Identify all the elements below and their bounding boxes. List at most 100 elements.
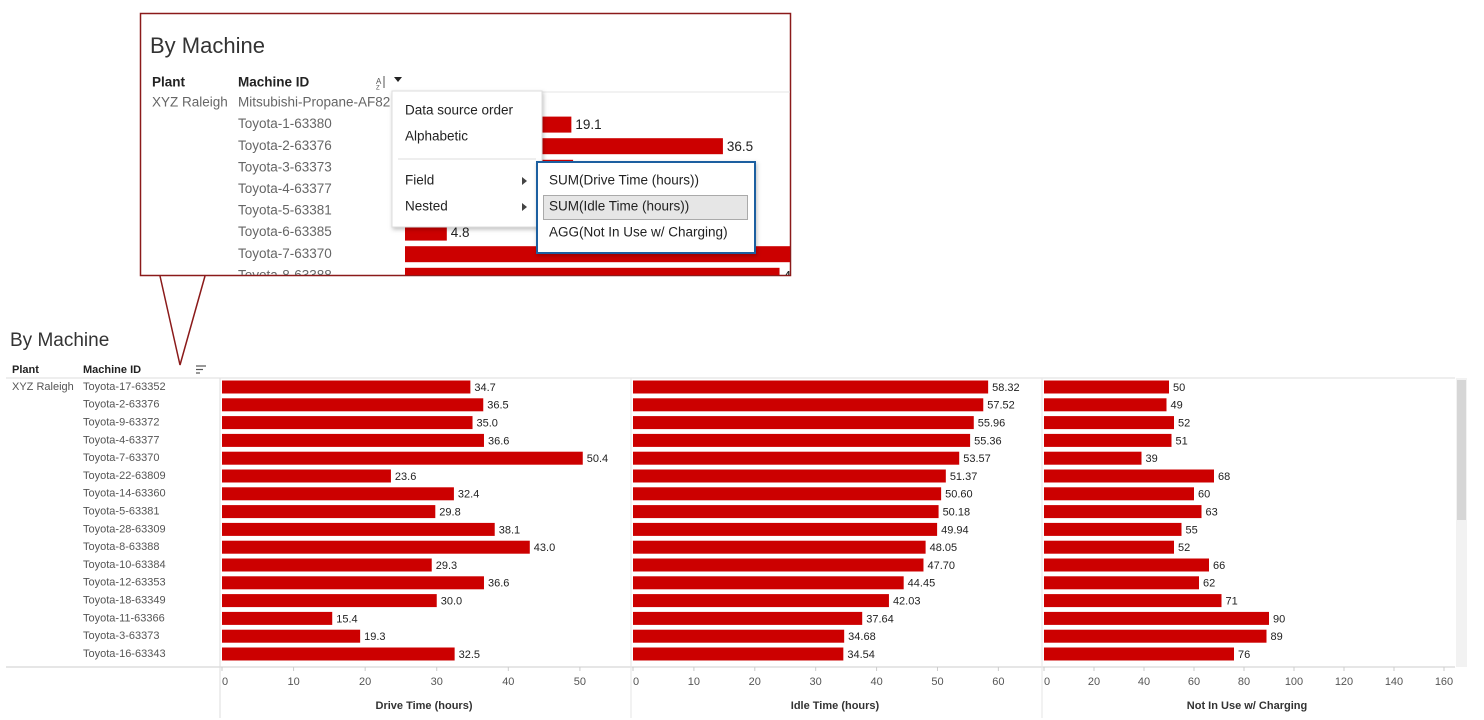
value-label: 49.94 [941, 524, 969, 536]
bar [633, 487, 942, 501]
bar [633, 611, 863, 625]
bar [1044, 522, 1182, 536]
bar [222, 380, 471, 394]
machine-label: Toyota-2-63376 [83, 399, 159, 411]
machine-label: Toyota-5-63381 [83, 506, 159, 518]
bar [633, 558, 924, 572]
bar [1044, 487, 1194, 501]
bar [1044, 576, 1199, 590]
machine-label: Toyota-7-63370 [83, 452, 159, 464]
bar [1044, 611, 1269, 625]
bar [633, 398, 984, 412]
bar [633, 629, 845, 643]
bar [222, 522, 495, 536]
value-label: 90 [1273, 613, 1285, 625]
value-label: 36.6 [488, 435, 509, 447]
submenu-item[interactable]: SUM(Idle Time (hours)) [549, 199, 689, 214]
value-label: 50.4 [848, 247, 875, 262]
bar [222, 469, 391, 483]
machine-label: Toyota-8-63388 [238, 267, 332, 282]
machine-label: Toyota-3-63373 [238, 159, 332, 174]
x-tick-label: 0 [222, 676, 228, 688]
bar [633, 505, 939, 519]
submenu-item[interactable]: SUM(Drive Time (hours)) [549, 173, 699, 188]
bar [1044, 505, 1202, 519]
x-tick-label: 160 [1435, 676, 1453, 688]
value-label: 19.3 [364, 631, 385, 643]
bar [633, 416, 974, 430]
bar [633, 433, 971, 447]
value-label: 34.7 [474, 382, 495, 394]
value-label: 50 [1173, 382, 1185, 394]
value-label: 52 [1178, 542, 1190, 554]
value-label: 19.1 [575, 117, 601, 132]
menu-item[interactable]: Nested [405, 199, 448, 214]
x-tick-label: 40 [502, 676, 514, 688]
view: By Machine Plant Machine ID XYZ Raleigh … [6, 330, 1467, 718]
bar [633, 540, 926, 554]
sort-icon[interactable] [196, 365, 206, 374]
value-label: 89 [1271, 631, 1283, 643]
inset-title: By Machine [150, 33, 265, 58]
bar [222, 629, 361, 643]
machine-label: Toyota-17-63352 [83, 381, 166, 393]
axis-title: Drive Time (hours) [376, 700, 473, 712]
machine-label: Toyota-4-63377 [238, 181, 332, 196]
value-label: 48.05 [930, 542, 958, 554]
bar [1044, 398, 1167, 412]
bar [633, 576, 904, 590]
x-tick-label: 50 [574, 676, 586, 688]
bar [633, 594, 889, 608]
value-label: 43.0 [784, 268, 810, 283]
machine-label: Toyota-14-63360 [83, 488, 166, 500]
value-label: 50.4 [587, 453, 608, 465]
value-label: 15.4 [336, 613, 357, 625]
bar [1044, 540, 1174, 554]
scrollbar-thumb[interactable] [1457, 380, 1466, 520]
value-label: 57.52 [987, 400, 1015, 412]
submenu-highlight [543, 195, 748, 220]
bar [1044, 433, 1172, 447]
value-label: 44.45 [908, 578, 936, 590]
submenu-item[interactable]: AGG(Not In Use w/ Charging) [549, 225, 728, 240]
bar [222, 540, 530, 554]
bar [633, 380, 989, 394]
menu-item[interactable]: Data source order [405, 103, 514, 118]
bar [222, 611, 333, 625]
x-tick-label: 10 [287, 676, 299, 688]
bar [405, 267, 780, 275]
menu-item[interactable]: Field [405, 173, 434, 188]
view-title: By Machine [10, 330, 109, 351]
value-label: 36.5 [487, 400, 508, 412]
sort-icon[interactable]: AZ [376, 76, 402, 92]
bar [633, 647, 844, 661]
scrollbar[interactable] [1456, 378, 1467, 667]
machine-label: Mitsubishi-Propane-AF82 [238, 95, 390, 110]
bar [222, 647, 455, 661]
value-label: 58.32 [992, 382, 1020, 394]
x-tick-label: 20 [359, 676, 371, 688]
value-label: 32.4 [458, 489, 479, 501]
x-tick-label: 40 [870, 676, 882, 688]
bar [222, 594, 437, 608]
bar [1044, 647, 1234, 661]
value-label: 35.0 [477, 418, 498, 430]
x-tick-label: 120 [1335, 676, 1353, 688]
machine-label: Toyota-11-63366 [83, 612, 165, 624]
value-label: 50.60 [945, 489, 973, 501]
bar [222, 433, 484, 447]
value-label: 60 [1198, 489, 1210, 501]
machine-label: Toyota-6-63385 [238, 224, 332, 239]
value-label: 47.70 [927, 560, 955, 572]
machine-label: Toyota-16-63343 [83, 648, 166, 660]
machine-label: Toyota-18-63349 [83, 595, 166, 607]
value-label: 32.5 [459, 649, 480, 661]
menu-item[interactable]: Alphabetic [405, 129, 468, 144]
machine-label: Toyota-7-63370 [238, 246, 332, 261]
bar [405, 224, 447, 241]
value-label: 4.8 [451, 225, 470, 240]
value-label: 30.0 [441, 596, 462, 608]
bar [1044, 416, 1174, 430]
callout-pointer [159, 275, 206, 366]
value-label: 36.5 [727, 139, 753, 154]
